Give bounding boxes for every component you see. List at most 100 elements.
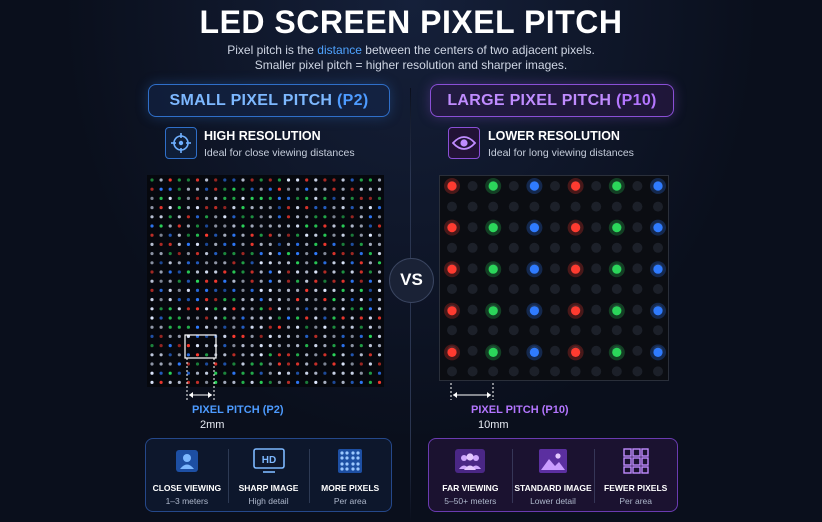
small-led: [268, 233, 272, 237]
small-led: [277, 252, 281, 256]
large-led: [447, 181, 457, 191]
small-led: [241, 307, 245, 311]
small-led: [223, 344, 227, 348]
small-led: [314, 371, 318, 375]
small-led: [223, 233, 227, 237]
small-led: [205, 362, 209, 366]
small-led: [150, 252, 154, 256]
small-led: [277, 316, 281, 320]
small-led: [332, 325, 336, 329]
small-led: [259, 233, 263, 237]
small-led: [368, 371, 372, 375]
small-led: [268, 242, 272, 246]
small-led: [305, 288, 309, 292]
small-led: [377, 261, 382, 265]
led-socket: [653, 242, 663, 253]
small-led: [359, 215, 363, 219]
small-led: [186, 316, 190, 320]
small-led: [195, 270, 200, 274]
small-led: [232, 353, 236, 357]
small-led: [341, 187, 345, 191]
small-led: [159, 353, 163, 357]
small-led: [305, 178, 309, 182]
small-led: [168, 307, 172, 311]
led-socket: [508, 325, 519, 336]
small-led: [177, 196, 181, 200]
small-led: [232, 279, 236, 283]
small-led: [377, 196, 382, 200]
small-led: [359, 279, 363, 283]
stat-label: MORE PIXELS: [321, 483, 380, 493]
small-led: [314, 307, 318, 311]
small-led: [350, 371, 354, 375]
small-led: [150, 279, 154, 283]
led-socket: [632, 222, 643, 233]
small-led: [368, 196, 372, 200]
small-led: [195, 344, 200, 348]
group-icon: [454, 447, 486, 475]
svg-text:HD: HD: [261, 455, 275, 466]
small-led: [250, 344, 254, 348]
small-pitch-led-grid: [150, 178, 382, 384]
small-led: [250, 353, 254, 357]
small-led: [232, 325, 236, 329]
subtitle-line-1: Pixel pitch is the distance between the …: [0, 43, 822, 58]
small-led: [223, 206, 227, 210]
small-led: [296, 371, 300, 375]
small-led: [159, 334, 163, 338]
large-led: [571, 223, 581, 233]
small-led: [214, 307, 218, 311]
small-led: [205, 307, 209, 311]
led-socket: [632, 242, 643, 253]
small-led: [186, 270, 190, 274]
small-led: [286, 316, 291, 320]
eye-icon: [448, 127, 480, 159]
small-led: [186, 187, 190, 191]
stat-fewer-pixels: FEWER PIXELS Per area: [594, 439, 677, 511]
small-led: [186, 215, 190, 219]
small-led: [377, 270, 382, 274]
led-socket: [508, 366, 519, 377]
small-led: [259, 270, 263, 274]
small-led: [214, 298, 218, 302]
small-led: [314, 187, 318, 191]
small-led: [368, 261, 372, 265]
small-led: [150, 196, 154, 200]
led-socket: [529, 242, 540, 253]
small-led: [314, 242, 318, 246]
large-led: [653, 347, 663, 357]
led-socket: [508, 263, 519, 274]
small-led: [159, 371, 163, 375]
small-led: [177, 206, 181, 210]
small-led: [332, 344, 336, 348]
small-led: [214, 279, 218, 283]
small-led: [259, 334, 263, 338]
small-led: [286, 187, 291, 191]
small-led: [305, 196, 309, 200]
small-led: [186, 252, 190, 256]
small-led: [350, 233, 354, 237]
stat-sharp-image: HD SHARP IMAGE High detail: [227, 439, 310, 511]
small-led: [296, 288, 300, 292]
small-led: [177, 325, 181, 329]
small-led: [268, 288, 272, 292]
large-pitch-led-panel: [439, 175, 669, 381]
led-socket: [653, 325, 663, 336]
small-led: [332, 261, 336, 265]
small-led: [332, 279, 336, 283]
small-pitch-value: 2mm: [200, 419, 225, 431]
large-led: [529, 181, 539, 191]
small-led: [205, 380, 209, 384]
small-led: [341, 353, 345, 357]
small-led: [341, 371, 345, 375]
led-socket: [467, 304, 478, 315]
small-pitch-heading-text: SMALL PIXEL PITCH: [169, 92, 333, 109]
small-led: [377, 288, 382, 292]
small-led: [168, 270, 172, 274]
lower-resolution-desc: Ideal for long viewing distances: [488, 147, 634, 159]
small-led: [159, 206, 163, 210]
small-led: [350, 242, 354, 246]
small-led: [159, 261, 163, 265]
small-led: [277, 270, 281, 274]
led-socket: [447, 325, 457, 336]
